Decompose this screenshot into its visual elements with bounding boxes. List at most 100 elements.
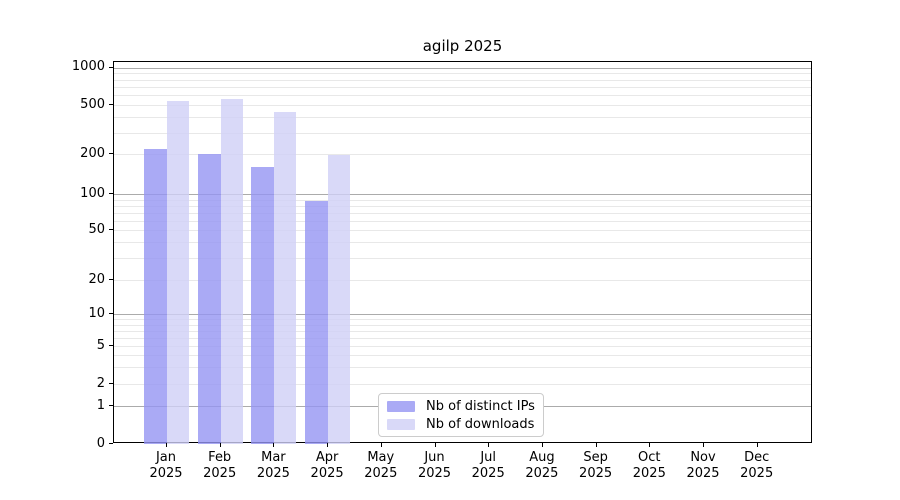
x-tick-year: 2025 <box>417 466 452 481</box>
x-tick-month: Nov <box>690 450 716 465</box>
x-axis-tick-mark <box>595 443 597 447</box>
gridline-minor <box>114 105 811 107</box>
x-axis-tick-mark <box>756 443 758 447</box>
bar-nb-of-downloads <box>167 100 189 445</box>
gridline-minor <box>114 220 811 222</box>
x-tick-year: 2025 <box>740 466 774 481</box>
bar-nb-of-downloads <box>328 155 351 445</box>
gridline-minor <box>114 258 811 259</box>
x-tick-month: Sep <box>583 450 608 465</box>
x-tick-month: Jun <box>424 450 445 465</box>
y-axis-tick-label: 1000 <box>71 59 105 75</box>
y-axis-tick-label: 10 <box>88 305 105 321</box>
x-axis-tick-mark <box>166 443 167 447</box>
gridline-minor <box>114 205 811 207</box>
x-tick-year: 2025 <box>632 466 666 481</box>
y-axis-tick-mark <box>109 229 113 231</box>
gridline-minor <box>114 242 811 244</box>
y-axis-tick-mark <box>109 405 113 406</box>
legend-swatch <box>387 418 415 430</box>
gridline-minor <box>114 154 811 156</box>
x-tick-year: 2025 <box>525 466 559 481</box>
x-axis-tick-label: Jul 2025 <box>461 450 515 482</box>
x-tick-year: 2025 <box>471 466 505 481</box>
x-axis-tick-mark <box>434 443 436 447</box>
y-axis-tick-label: 0 <box>96 435 105 451</box>
gridline-minor <box>114 79 811 81</box>
chart-title: agilp 2025 <box>422 37 503 55</box>
x-tick-month: Dec <box>744 450 770 465</box>
gridline-minor <box>114 319 811 321</box>
x-axis-tick-label: Mar 2025 <box>246 450 300 482</box>
x-axis-tick-mark <box>219 443 221 447</box>
x-tick-month: Oct <box>638 450 661 465</box>
y-axis-tick-label: 20 <box>88 271 105 287</box>
gridline-major <box>114 194 811 196</box>
x-axis-tick-label: Feb 2025 <box>193 450 247 482</box>
y-axis-tick-mark <box>109 345 113 346</box>
x-axis-tick-mark <box>273 443 275 447</box>
y-axis-tick-label: 50 <box>88 221 105 237</box>
y-axis-tick-label: 500 <box>80 96 105 112</box>
x-tick-month: Jul <box>480 450 497 465</box>
x-tick-year: 2025 <box>203 466 237 481</box>
gridline-minor <box>114 230 811 232</box>
gridline-minor <box>114 280 811 281</box>
gridline-minor <box>114 367 811 369</box>
x-axis-tick-mark <box>649 443 651 447</box>
x-tick-month: Jan <box>155 450 177 465</box>
x-axis-tick-label: Nov 2025 <box>676 450 730 482</box>
x-tick-month: Mar <box>261 450 286 465</box>
bar-nb-of-distinct-ips <box>197 153 221 445</box>
gridline-minor <box>114 87 811 89</box>
x-axis-tick-label: Dec 2025 <box>730 450 784 482</box>
gridline-major <box>114 67 811 69</box>
gridline-major <box>114 314 811 316</box>
plot-area <box>113 61 812 445</box>
legend-label: Nb of downloads <box>426 416 535 432</box>
x-axis-tick-mark <box>380 443 382 447</box>
gridline-minor <box>114 324 811 326</box>
x-tick-year: 2025 <box>364 466 398 481</box>
legend-label: Nb of distinct IPs <box>426 398 535 414</box>
legend-entry: Nb of distinct IPs <box>387 399 543 414</box>
bar-nb-of-distinct-ips <box>305 200 329 445</box>
x-tick-year: 2025 <box>256 466 290 481</box>
x-tick-year: 2025 <box>310 466 344 481</box>
y-axis-tick-mark <box>109 383 113 385</box>
x-axis-tick-mark <box>488 443 490 447</box>
x-tick-year: 2025 <box>579 466 613 481</box>
y-axis-tick-label: 200 <box>80 145 105 161</box>
gridline-minor <box>114 199 811 201</box>
legend-swatch <box>387 400 415 412</box>
y-axis-tick-mark <box>109 193 113 195</box>
x-axis-tick-label: Jun 2025 <box>408 450 462 482</box>
x-tick-year: 2025 <box>149 466 183 481</box>
gridline-minor <box>114 95 811 97</box>
legend: Nb of distinct IPs Nb of downloads <box>378 393 544 437</box>
x-axis-tick-mark <box>703 443 704 447</box>
bar-nb-of-downloads <box>274 111 297 445</box>
gridline-minor <box>114 212 811 214</box>
x-axis-tick-label: Apr 2025 <box>300 450 354 482</box>
gridline-minor <box>114 117 811 119</box>
x-axis-tick-mark <box>327 443 329 447</box>
y-axis-tick-mark <box>109 66 113 68</box>
x-tick-month: Aug <box>529 450 555 465</box>
y-axis-tick-mark <box>109 104 113 106</box>
gridline-minor <box>114 346 811 347</box>
bar-nb-of-distinct-ips <box>144 149 167 445</box>
y-axis-tick-label: 100 <box>80 185 105 201</box>
gridline-minor <box>114 132 811 134</box>
bar-nb-of-distinct-ips <box>251 167 275 445</box>
y-axis-tick-mark <box>109 279 113 280</box>
gridline-minor <box>114 337 811 339</box>
gridline-minor <box>114 355 811 357</box>
gridline-minor <box>114 330 811 332</box>
y-axis-tick-mark <box>109 153 113 155</box>
gridline-minor <box>114 73 811 75</box>
y-axis-tick-mark <box>109 443 113 445</box>
x-axis-tick-label: Aug 2025 <box>515 450 569 482</box>
y-axis-tick-mark <box>109 313 113 315</box>
